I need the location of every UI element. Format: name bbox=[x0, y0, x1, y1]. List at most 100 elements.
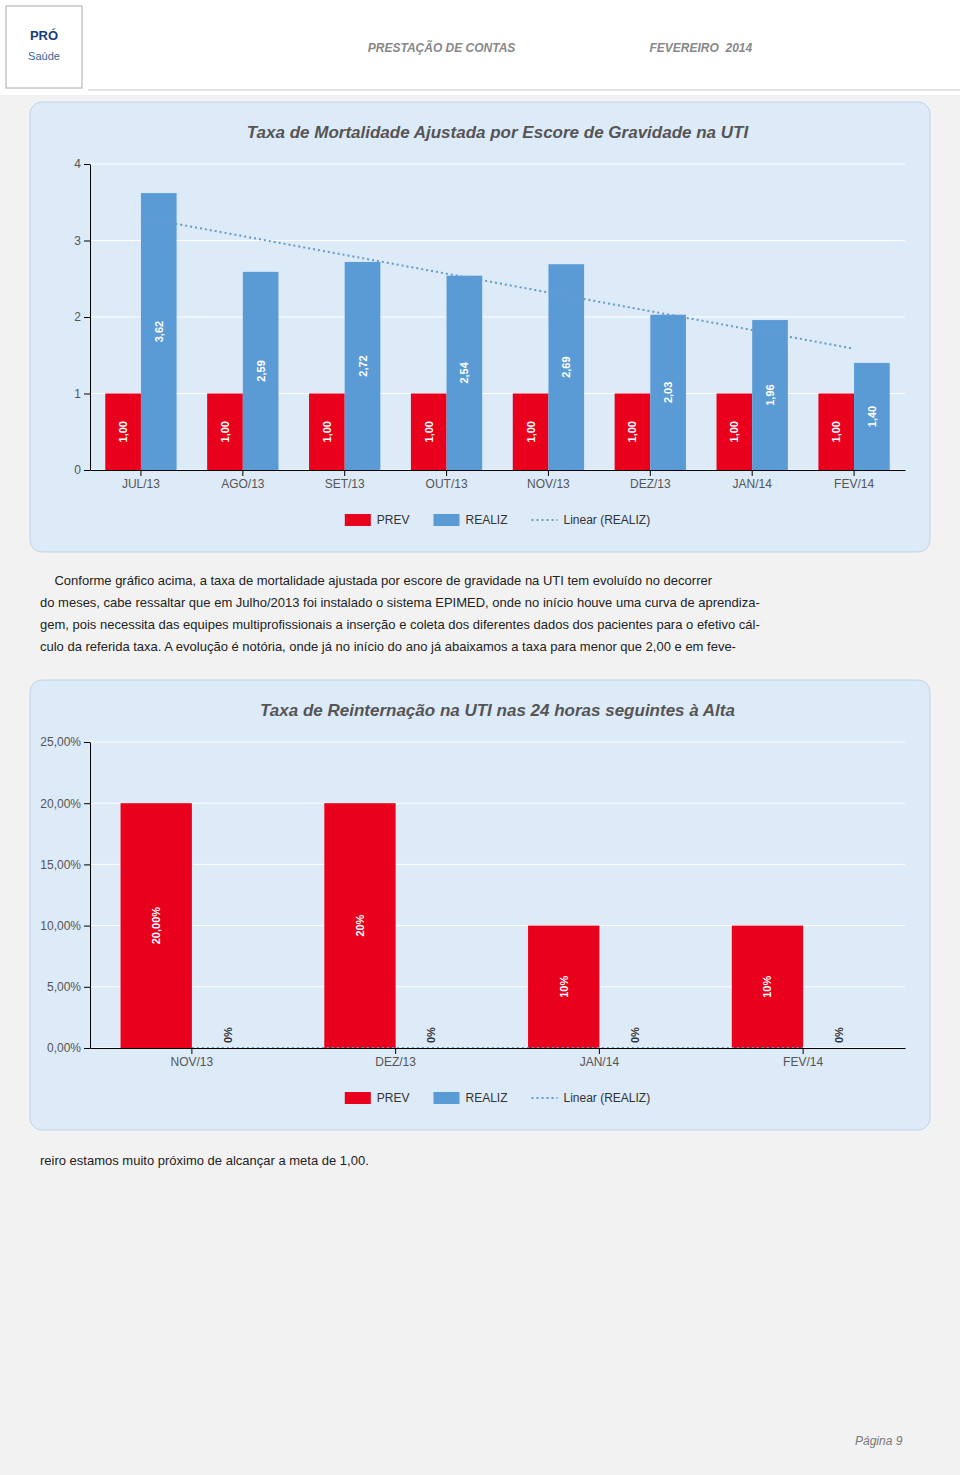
y-axis: 01234 bbox=[74, 157, 90, 477]
x-tick-label: NOV/13 bbox=[171, 1055, 214, 1069]
legend-item: REALIZ bbox=[433, 513, 507, 527]
grid-line bbox=[90, 1048, 905, 1049]
tick-mark bbox=[548, 470, 549, 476]
tick-mark bbox=[191, 1048, 192, 1054]
y-tick: 10,00% bbox=[40, 919, 90, 933]
x-tick-label: JAN/14 bbox=[733, 477, 773, 491]
page-background bbox=[0, 0, 960, 1475]
bar bbox=[411, 394, 447, 471]
x-tick: JAN/14 bbox=[733, 470, 773, 491]
legend-item: PREV bbox=[345, 1091, 410, 1105]
legend-swatch bbox=[345, 514, 371, 526]
header-separator bbox=[88, 90, 960, 91]
data-label: 2,69 bbox=[560, 356, 572, 377]
legend-item: Linear (REALIZ) bbox=[532, 1091, 651, 1105]
legend-swatch bbox=[532, 519, 558, 521]
x-tick: OUT/13 bbox=[426, 470, 468, 491]
bar-series bbox=[141, 193, 890, 470]
paragraph: Conforme gráfico acima, a taxa de mortal… bbox=[40, 573, 760, 654]
data-label: 1,00 bbox=[219, 421, 231, 442]
tick-mark bbox=[854, 470, 855, 476]
legend-item: Linear (REALIZ) bbox=[532, 513, 651, 527]
y-tick-label: 15,00% bbox=[40, 858, 81, 872]
x-tick: FEV/14 bbox=[834, 470, 874, 491]
data-label: 1,00 bbox=[117, 421, 129, 442]
data-label: 1,00 bbox=[728, 421, 740, 442]
chart-panel bbox=[30, 680, 930, 1130]
tick-mark bbox=[395, 1048, 396, 1054]
paragraph-line: gem, pois necessita das equipes multipro… bbox=[40, 617, 760, 632]
legend-label: Linear (REALIZ) bbox=[564, 1091, 651, 1105]
bar bbox=[732, 926, 803, 1048]
legend-swatch bbox=[345, 1092, 371, 1104]
grid-line bbox=[90, 164, 905, 165]
data-label: 0% bbox=[629, 1027, 641, 1043]
tick-mark bbox=[84, 394, 90, 395]
y-tick-label: 2 bbox=[74, 310, 81, 324]
tick-mark bbox=[803, 1048, 804, 1054]
legend-label: REALIZ bbox=[465, 1091, 507, 1105]
x-tick: NOV/13 bbox=[527, 470, 570, 491]
header-background bbox=[0, 0, 960, 95]
x-tick-label: FEV/14 bbox=[783, 1055, 823, 1069]
y-tick-label: 3 bbox=[74, 234, 81, 248]
bar bbox=[528, 926, 599, 1048]
data-labels: 1,001,001,001,001,001,001,001,003,622,59… bbox=[117, 321, 878, 443]
axis-domain bbox=[90, 165, 91, 471]
bar bbox=[513, 394, 549, 471]
x-tick-label: DEZ/13 bbox=[375, 1055, 416, 1069]
y-tick: 2 bbox=[74, 310, 90, 324]
y-tick: 0 bbox=[74, 463, 90, 477]
data-label: 2,54 bbox=[458, 361, 470, 383]
legend-item: PREV bbox=[345, 513, 410, 527]
grid-line bbox=[90, 864, 905, 865]
tick-mark bbox=[84, 803, 90, 804]
data-label: 20,00% bbox=[150, 907, 162, 945]
y-tick-label: 10,00% bbox=[40, 919, 81, 933]
data-label: 1,00 bbox=[830, 421, 842, 442]
data-label: 10% bbox=[558, 976, 570, 998]
y-tick-label: 25,00% bbox=[40, 735, 81, 749]
data-label: 3,62 bbox=[153, 321, 165, 342]
x-axis: JUL/13AGO/13SET/13OUT/13NOV/13DEZ/13JAN/… bbox=[91, 470, 906, 491]
grid bbox=[90, 742, 905, 1048]
x-tick: AGO/13 bbox=[221, 470, 265, 491]
legend-label: PREV bbox=[377, 513, 410, 527]
data-label: 20% bbox=[354, 914, 366, 936]
tick-mark bbox=[84, 470, 90, 471]
bar bbox=[105, 394, 141, 471]
bar bbox=[345, 262, 381, 470]
x-tick: JAN/14 bbox=[580, 1048, 620, 1069]
tick-mark bbox=[84, 317, 90, 318]
tick-mark bbox=[446, 470, 447, 476]
y-tick: 0,00% bbox=[47, 1041, 90, 1055]
x-tick-label: DEZ/13 bbox=[630, 477, 671, 491]
bar bbox=[309, 394, 345, 471]
legend-item: REALIZ bbox=[433, 1091, 507, 1105]
x-tick-label: FEV/14 bbox=[834, 477, 874, 491]
header-text: FEVEREIRO 2014 bbox=[649, 41, 752, 55]
legend-swatch bbox=[433, 514, 459, 526]
legend-label: REALIZ bbox=[465, 513, 507, 527]
x-tick: NOV/13 bbox=[171, 1048, 214, 1069]
y-tick-label: 0 bbox=[74, 463, 81, 477]
data-label: 1,40 bbox=[866, 406, 878, 427]
x-tick-label: JAN/14 bbox=[580, 1055, 620, 1069]
data-label: 1,00 bbox=[321, 421, 333, 442]
x-tick-label: SET/13 bbox=[325, 477, 365, 491]
axis-domain bbox=[90, 743, 91, 1049]
bar bbox=[752, 320, 788, 470]
y-tick: 3 bbox=[74, 234, 90, 248]
header-text: PRESTAÇÃO DE CONTAS bbox=[368, 40, 516, 55]
y-tick: 20,00% bbox=[40, 797, 90, 811]
chart-title: Taxa de Mortalidade Ajustada por Escore … bbox=[247, 123, 750, 142]
y-tick: 1 bbox=[74, 387, 90, 401]
y-tick-label: 20,00% bbox=[40, 797, 81, 811]
bar bbox=[141, 193, 177, 470]
tick-mark bbox=[752, 470, 753, 476]
tick-mark bbox=[242, 470, 243, 476]
x-axis: NOV/13 DEZ/13 JAN/14 FEV/14 bbox=[91, 1048, 906, 1069]
tick-mark bbox=[84, 987, 90, 988]
y-axis: 0,00%5,00%10,00%15,00%20,00%25,00% bbox=[40, 735, 90, 1055]
trend-line bbox=[141, 217, 854, 348]
